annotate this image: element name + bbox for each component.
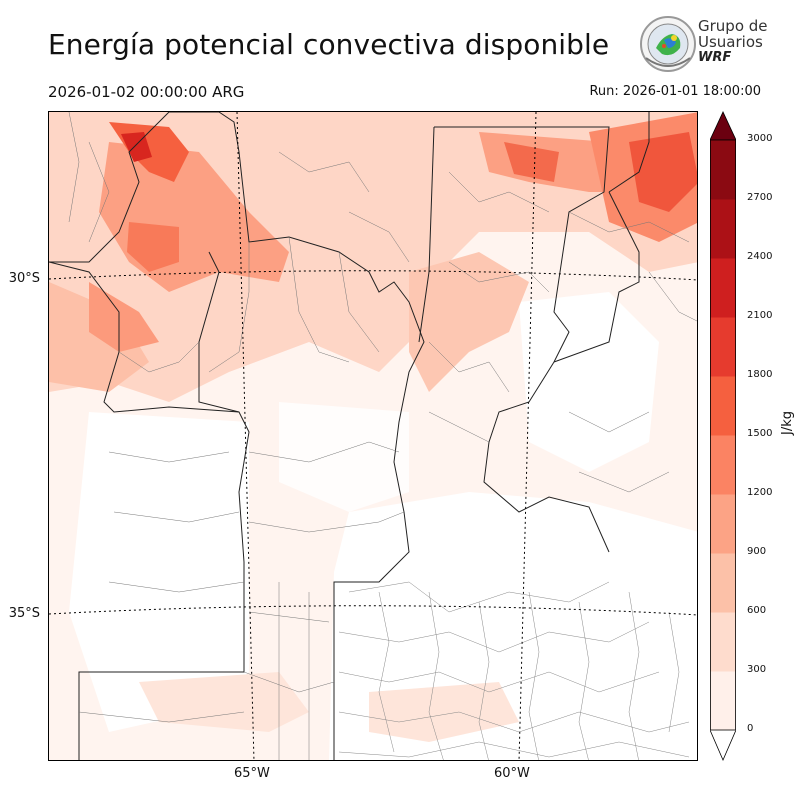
colorbar-tick-label: 0: [747, 723, 754, 734]
low-cape-center: [279, 402, 409, 512]
colorbar-segment: [710, 258, 736, 318]
cape-300-south-center: [369, 682, 519, 742]
colorbar-segment: [710, 376, 736, 436]
colorbar-frame: [710, 139, 736, 731]
colorbar-tick-label: 1500: [747, 428, 773, 439]
cape-1200-north: [504, 142, 559, 182]
lat-label-30s: 30°S: [8, 271, 40, 286]
low-cape-west: [69, 412, 249, 732]
colorbar-segment: [710, 435, 736, 495]
colorbar: [709, 110, 737, 762]
colorbar-tick-label: 900: [747, 546, 767, 557]
cape-600-west: [89, 282, 159, 352]
cape-300-south: [139, 672, 309, 732]
colorbar-segment: [710, 494, 736, 554]
colorbar-tick-label: 1200: [747, 487, 773, 498]
lon-label-65w: 65°W: [234, 766, 270, 781]
colorbar-segment: [710, 553, 736, 613]
partido-borders: [338, 581, 690, 760]
globe-icon: [640, 16, 696, 72]
grupo-usuarios-wrf-logo: Grupo de Usuarios WRF: [638, 14, 768, 76]
colorbar-tick-label: 2100: [747, 310, 773, 321]
colorbar-tick-label: 2700: [747, 192, 773, 203]
logo-line3: WRF: [698, 50, 732, 65]
colorbar-segment: [710, 140, 736, 200]
province-borders: [49, 112, 650, 760]
colorbar-segment: [710, 671, 736, 731]
colorbar-extend-min: [709, 729, 737, 762]
colorbar-tick-label: 600: [747, 605, 767, 616]
valid-time: 2026-01-02 00:00:00 ARG: [48, 83, 245, 101]
cape-field: [49, 112, 697, 760]
colorbar-segment: [710, 317, 736, 377]
map-title: Energía potencial convectiva disponible: [48, 28, 610, 61]
logo-line1: Grupo de: [698, 17, 768, 35]
logo-line2: Usuarios: [698, 33, 763, 51]
run-time: Run: 2026-01-01 18:00:00: [589, 84, 761, 99]
lat-label-35s: 35°S: [8, 606, 40, 621]
colorbar-label: J/kg: [780, 411, 795, 435]
cape-2100: [121, 132, 152, 162]
colorbar-segment: [710, 199, 736, 259]
lon-label-60w: 60°W: [494, 766, 530, 781]
colorbar-extend-max: [709, 111, 737, 141]
department-borders: [68, 112, 697, 760]
colorbar-segment: [710, 612, 736, 672]
graticule: [49, 112, 697, 760]
colorbar-tick-label: 3000: [747, 133, 773, 144]
low-cape-east: [519, 292, 659, 472]
colorbar-tick-label: 1800: [747, 369, 773, 380]
cape-1200: [127, 222, 179, 272]
colorbar-tick-label: 300: [747, 664, 767, 675]
cape-300-center: [409, 252, 529, 392]
colorbar-bar: [709, 111, 737, 762]
colorbar-tick-label: 2400: [747, 251, 773, 262]
cape-map[interactable]: [48, 111, 698, 761]
